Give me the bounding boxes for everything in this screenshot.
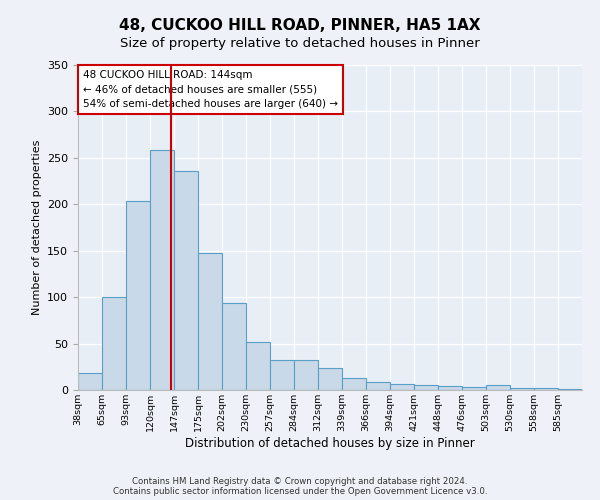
Bar <box>270 360 294 390</box>
Bar <box>150 150 174 390</box>
X-axis label: Distribution of detached houses by size in Pinner: Distribution of detached houses by size … <box>185 437 475 450</box>
Bar <box>390 384 414 390</box>
Text: Size of property relative to detached houses in Pinner: Size of property relative to detached ho… <box>120 38 480 51</box>
Bar <box>102 297 126 390</box>
Bar <box>462 387 486 390</box>
Bar <box>366 382 390 390</box>
Text: Contains public sector information licensed under the Open Government Licence v3: Contains public sector information licen… <box>113 487 487 496</box>
Bar <box>246 342 270 390</box>
Bar <box>558 389 582 390</box>
Bar <box>318 368 342 390</box>
Bar <box>126 200 150 390</box>
Text: 48 CUCKOO HILL ROAD: 144sqm
← 46% of detached houses are smaller (555)
54% of se: 48 CUCKOO HILL ROAD: 144sqm ← 46% of det… <box>83 70 338 110</box>
Text: Contains HM Land Registry data © Crown copyright and database right 2024.: Contains HM Land Registry data © Crown c… <box>132 477 468 486</box>
Bar <box>198 252 222 390</box>
Bar <box>414 386 438 390</box>
Bar <box>510 388 534 390</box>
Bar <box>342 378 366 390</box>
Y-axis label: Number of detached properties: Number of detached properties <box>32 140 41 315</box>
Bar <box>486 386 510 390</box>
Bar <box>222 302 246 390</box>
Bar <box>438 386 462 390</box>
Bar <box>174 171 198 390</box>
Bar <box>78 374 102 390</box>
Bar <box>534 388 558 390</box>
Bar <box>294 360 318 390</box>
Text: 48, CUCKOO HILL ROAD, PINNER, HA5 1AX: 48, CUCKOO HILL ROAD, PINNER, HA5 1AX <box>119 18 481 32</box>
